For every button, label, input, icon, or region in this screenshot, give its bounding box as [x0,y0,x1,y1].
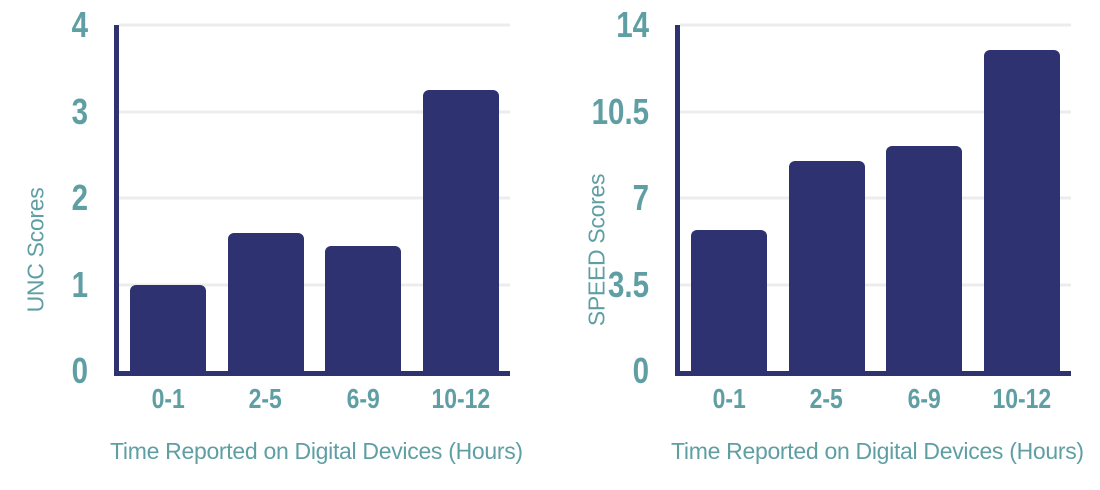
bar-10-12 [984,49,1061,371]
bar-6-9 [886,146,963,371]
y-axis-tick-labels: 14 10.5 7 3.5 0 [561,7,649,389]
gridline [119,110,510,113]
x-axis-tick-label: 10-12 [992,383,1052,414]
x-axis-tick-label: 0-1 [712,383,746,414]
x-axis-title: Time Reported on Digital Devices (Hours) [671,438,1084,464]
y-axis-tick-label: 0 [632,350,649,391]
gridline [119,283,510,286]
bar-0-1 [129,284,206,371]
bar-series [119,25,510,371]
bar-slot [412,25,510,371]
y-axis-tick-label: 3 [71,90,88,132]
bar-slot [680,25,778,371]
gridline [680,196,1071,200]
gridline [119,196,510,200]
gridline [680,23,1071,27]
speed-scores-chart: SPEED Scores 14 10.5 7 3.5 0 0-1 2-5 6-9 10-12 … [561,0,1100,490]
y-axis-tick-label: 3.5 [607,263,649,305]
bar-6-9 [325,245,402,371]
bar-slot [217,25,315,371]
x-axis-tick-label: 10-12 [431,383,491,414]
y-axis-tick-label: 0 [71,350,88,391]
y-axis-tick-label: 2 [71,177,88,218]
x-axis-tick-labels: 0-1 2-5 6-9 10-12 [680,383,1071,415]
gridline [119,23,510,27]
gridline [680,110,1071,113]
bar-slot [973,25,1071,371]
plot-area [114,23,510,376]
y-axis-tick-label: 7 [632,177,649,218]
y-axis-tick-label: 4 [71,4,88,45]
gridline [680,283,1071,286]
bar-2-5 [227,232,304,371]
x-axis-tick-labels: 0-1 2-5 6-9 10-12 [119,383,510,415]
y-axis-tick-labels: 4 3 2 1 0 [0,7,88,389]
x-axis-tick-label: 6-9 [346,383,380,414]
bar-2-5 [788,160,865,371]
x-axis-tick-label: 2-5 [249,383,283,414]
gridlines [680,23,1071,371]
x-axis-tick-label: 6-9 [907,383,941,414]
bar-slot [778,25,876,371]
bar-slot [876,25,974,371]
x-axis-title: Time Reported on Digital Devices (Hours) [110,438,523,464]
y-axis-tick-label: 10.5 [591,90,649,132]
bar-slot [119,25,217,371]
bar-0-1 [690,230,767,371]
x-axis-tick-label: 0-1 [151,383,185,414]
bar-10-12 [423,89,500,371]
y-axis-tick-label: 1 [71,263,88,305]
y-axis-tick-label: 14 [616,4,649,45]
plot-area [675,23,1071,376]
bar-series [680,25,1071,371]
bar-slot [315,25,413,371]
x-axis-tick-label: 2-5 [810,383,844,414]
gridlines [119,23,510,371]
